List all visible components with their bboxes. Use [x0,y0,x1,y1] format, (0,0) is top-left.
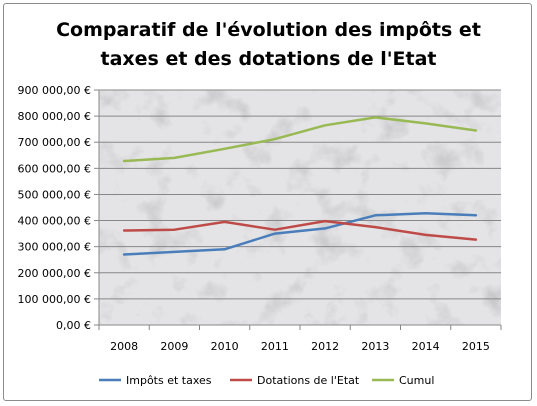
y-tick-label: 400 000,00 € [18,215,91,228]
y-tick-label: 600 000,00 € [18,162,91,175]
y-tick-label: 100 000,00 € [18,293,91,306]
x-tick-label: 2010 [211,340,239,353]
x-axis: 2008 2009 2010 2011 2012 2013 2014 2015 [98,325,502,353]
y-tick-label: 800 000,00 € [18,110,91,123]
x-tick-label: 2013 [361,340,389,353]
series-line-1 [122,211,478,256]
y-tick-label: 0,00 € [56,319,91,332]
legend: Impôts et taxes Dotations de l'Etat Cumul [99,374,434,387]
x-tick-label: 2011 [261,340,289,353]
x-tick-label: 2012 [311,340,339,353]
legend-label: Cumul [399,374,434,387]
series-lines [122,116,478,256]
x-tick-label: 2014 [412,340,440,353]
x-tick-label: 2015 [462,340,490,353]
y-tick-label: 500 000,00 € [18,188,91,201]
y-tick-label: 300 000,00 € [18,241,91,254]
plot-area [99,90,501,325]
chart-title-line-2: taxes et des dotations de l'Etat [100,48,437,70]
legend-label: Impôts et taxes [126,374,212,387]
y-tick-label: 200 000,00 € [18,267,91,280]
y-tick-label: 900 000,00 € [18,84,91,97]
series-line-2 [122,219,478,241]
x-tick-label: 2008 [110,340,138,353]
chart-title-line-1: Comparatif de l'évolution des impôts et [56,19,481,41]
legend-label: Dotations de l'Etat [257,374,360,387]
y-tick-label: 700 000,00 € [18,136,91,149]
x-tick-label: 2009 [160,340,188,353]
plot-texture [99,90,501,325]
y-axis: 0,00 € 100 000,00 € 200 000,00 € 300 000,00… [18,84,501,332]
series-line-3 [122,116,478,163]
